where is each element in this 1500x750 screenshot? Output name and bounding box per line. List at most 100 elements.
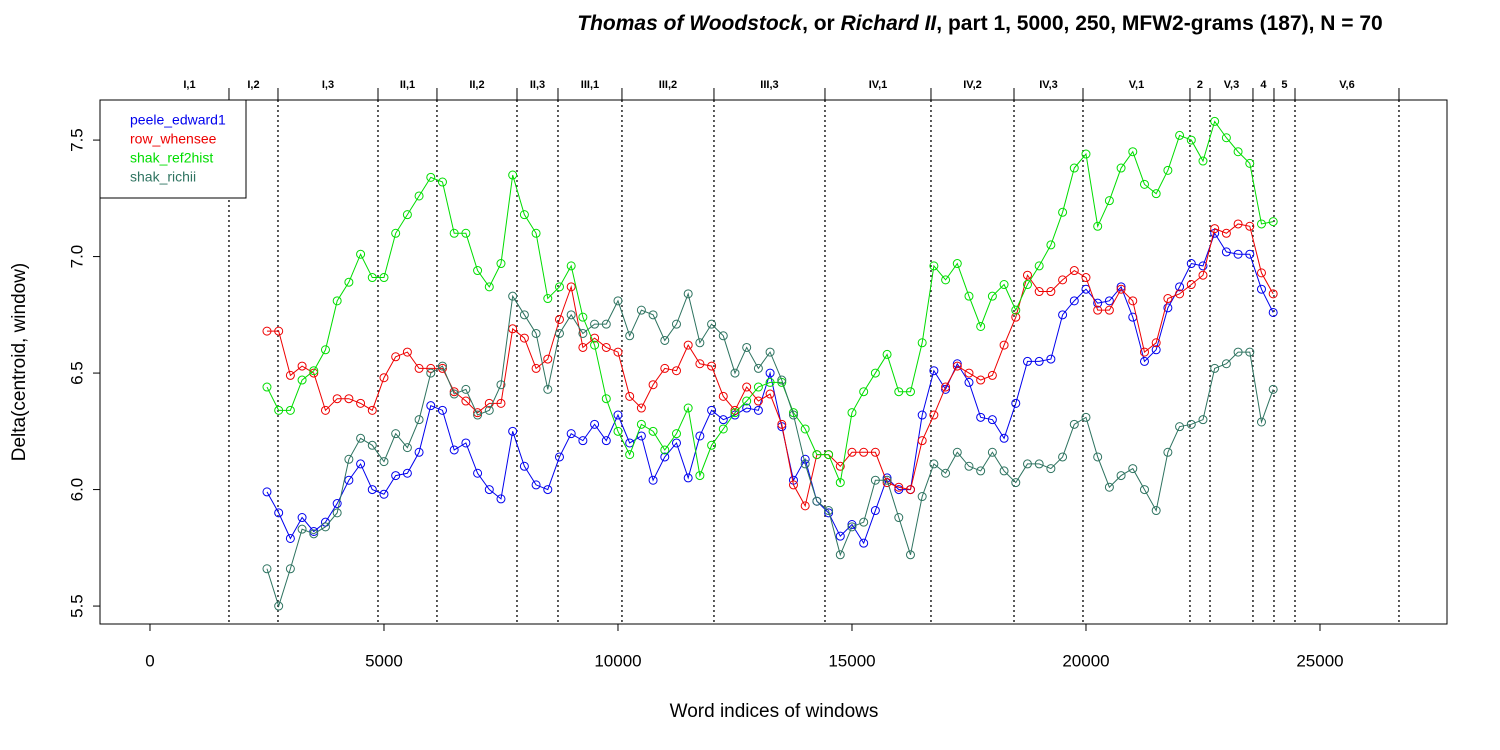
- point: [391, 228, 401, 238]
- point: [894, 513, 904, 523]
- point: [707, 361, 717, 371]
- point: [742, 342, 752, 352]
- title-part: , part 1, 5000, 250, MFW2-grams (187), N…: [936, 12, 1382, 35]
- point: [1151, 338, 1161, 348]
- point: [367, 273, 377, 283]
- scene-label: II,1: [400, 79, 415, 91]
- point: [332, 508, 342, 518]
- point: [613, 347, 623, 357]
- x-tick-label: 15000: [828, 651, 875, 670]
- point: [730, 368, 740, 378]
- point: [941, 384, 951, 394]
- y-tick-label: 7.0: [67, 245, 86, 269]
- point: [671, 438, 681, 448]
- point: [718, 424, 728, 434]
- point: [414, 447, 424, 457]
- point: [332, 394, 342, 404]
- point: [274, 508, 284, 518]
- point: [1139, 485, 1149, 495]
- point: [1245, 347, 1255, 357]
- point: [1175, 282, 1185, 292]
- point: [1034, 261, 1044, 271]
- point: [367, 440, 377, 450]
- point: [1058, 452, 1068, 462]
- point: [414, 415, 424, 425]
- point: [929, 261, 939, 271]
- scene-label: II,3: [530, 79, 545, 91]
- point: [391, 352, 401, 362]
- point: [824, 450, 834, 460]
- point: [320, 522, 330, 532]
- point: [683, 289, 693, 299]
- point: [941, 468, 951, 478]
- point: [391, 471, 401, 481]
- point: [683, 340, 693, 350]
- point: [1221, 228, 1231, 238]
- point: [636, 419, 646, 429]
- point: [777, 422, 787, 432]
- point: [1011, 398, 1021, 408]
- point: [1198, 270, 1208, 280]
- point: [1221, 247, 1231, 257]
- point: [1268, 307, 1278, 317]
- scene-label: 4: [1260, 79, 1267, 91]
- point: [1245, 249, 1255, 259]
- point: [601, 394, 611, 404]
- point: [519, 333, 529, 343]
- point: [1116, 163, 1126, 173]
- point: [274, 405, 284, 415]
- point: [765, 377, 775, 387]
- point: [1116, 471, 1126, 481]
- point: [309, 529, 319, 539]
- point: [1245, 158, 1255, 168]
- point: [952, 447, 962, 457]
- point: [671, 319, 681, 329]
- point: [1175, 422, 1185, 432]
- point: [554, 452, 564, 462]
- point: [566, 261, 576, 271]
- point: [601, 436, 611, 446]
- point: [788, 480, 798, 490]
- point: [1069, 266, 1079, 276]
- point: [1081, 412, 1091, 422]
- legend-entry: row_whensee: [130, 131, 217, 147]
- point: [976, 412, 986, 422]
- point: [402, 210, 412, 220]
- point: [356, 433, 366, 443]
- point: [461, 438, 471, 448]
- x-tick-label: 20000: [1062, 651, 1109, 670]
- point: [496, 398, 506, 408]
- point: [660, 335, 670, 345]
- point: [824, 506, 834, 516]
- point: [742, 382, 752, 392]
- point: [309, 366, 319, 376]
- point: [1011, 478, 1021, 488]
- point: [847, 408, 857, 418]
- point: [882, 349, 892, 359]
- point: [1221, 133, 1231, 143]
- point: [1233, 147, 1243, 157]
- point: [952, 259, 962, 269]
- point: [999, 340, 1009, 350]
- point: [426, 368, 436, 378]
- point: [578, 436, 588, 446]
- point: [402, 468, 412, 478]
- point: [508, 426, 518, 436]
- point: [976, 466, 986, 476]
- point: [262, 382, 272, 392]
- point: [917, 338, 927, 348]
- point: [835, 531, 845, 541]
- point: [590, 340, 600, 350]
- point: [356, 398, 366, 408]
- y-axis-label: Delta(centroid, window): [9, 263, 30, 462]
- scene-label: IV,1: [869, 79, 888, 91]
- point: [964, 461, 974, 471]
- point: [437, 177, 447, 187]
- point: [414, 363, 424, 373]
- point: [777, 419, 787, 429]
- point: [426, 401, 436, 411]
- point: [894, 485, 904, 495]
- point: [730, 408, 740, 418]
- point: [1058, 275, 1068, 285]
- point: [718, 331, 728, 341]
